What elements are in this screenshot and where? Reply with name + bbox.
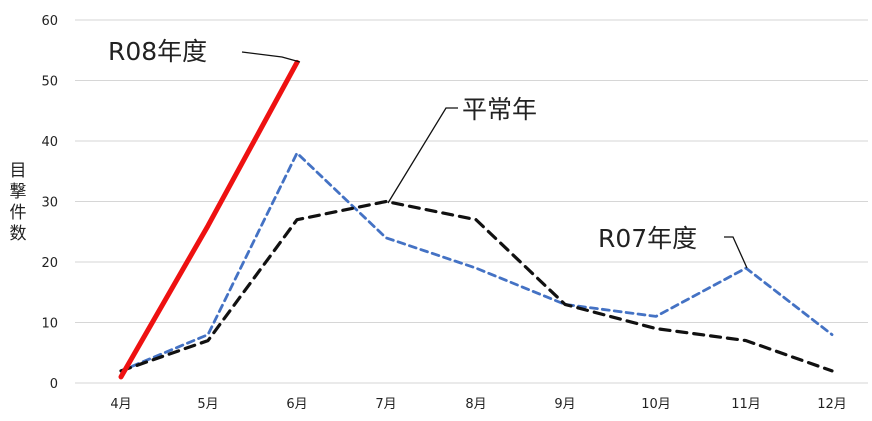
x-tick-label: 9月 xyxy=(554,397,575,412)
series-label-1: 平常年 xyxy=(462,95,537,124)
x-tick-labels: 4月 5月 6月 7月 8月 9月 10月 11月 12月 xyxy=(110,397,846,412)
series-line-2 xyxy=(119,151,834,373)
y-tick-label: 40 xyxy=(41,135,58,150)
series-line-0 xyxy=(118,59,300,380)
y-axis-title: 目撃件数 xyxy=(10,161,27,244)
y-tick-label: 20 xyxy=(41,256,58,271)
x-tick-label: 5月 xyxy=(197,397,218,412)
x-tick-label: 12月 xyxy=(817,397,847,412)
x-tick-label: 4月 xyxy=(110,397,131,412)
x-tick-label: 11月 xyxy=(731,397,761,412)
x-tick-label: 6月 xyxy=(286,397,307,412)
y-tick-labels: 0 10 20 30 40 50 60 xyxy=(41,14,58,392)
y-axis-title-text: 目撃件数 xyxy=(10,161,27,244)
annotation-leader-line xyxy=(241,51,301,63)
y-tick-label: 50 xyxy=(41,75,58,90)
x-tick-label: 7月 xyxy=(375,397,396,412)
annotation-leader-line xyxy=(387,107,458,204)
y-tick-label: 0 xyxy=(50,377,58,392)
x-tick-label: 8月 xyxy=(465,397,486,412)
y-tick-label: 60 xyxy=(41,14,58,29)
series-line-1 xyxy=(119,199,834,373)
y-tick-label: 30 xyxy=(41,196,58,211)
series-lines xyxy=(118,59,834,380)
gridlines xyxy=(75,19,868,384)
series-label-0: R08年度 xyxy=(108,37,207,66)
x-tick-label: 10月 xyxy=(641,397,671,412)
y-tick-label: 10 xyxy=(41,317,58,332)
annotation-leader-line xyxy=(724,236,748,269)
series-label-2: R07年度 xyxy=(598,224,697,253)
